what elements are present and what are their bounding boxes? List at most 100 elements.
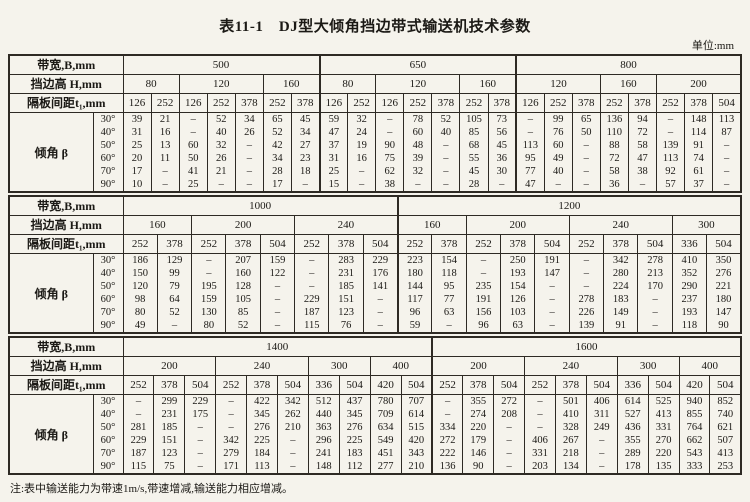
capacity-cell: 95 xyxy=(515,152,545,165)
spacing-value: 252 xyxy=(150,93,180,113)
bandwidth-value: 1400 xyxy=(122,336,433,357)
capacity-cell: 267 xyxy=(554,434,587,447)
capacity-cell: – xyxy=(362,293,399,306)
spacing-value: 504 xyxy=(259,234,296,254)
capacity-cell: 21 xyxy=(150,112,180,126)
spacing-value: 420 xyxy=(369,375,402,395)
capacity-cell: 72 xyxy=(627,126,657,139)
capacity-cell: 179 xyxy=(462,434,495,447)
capacity-cell: – xyxy=(362,306,399,319)
spacing-value: 252 xyxy=(294,234,330,254)
capacity-cell: 60 xyxy=(543,139,573,152)
capacity-cell: – xyxy=(712,152,742,165)
capacity-cell: – xyxy=(524,394,556,408)
capacity-cell: – xyxy=(571,152,601,165)
capacity-cell: 105 xyxy=(459,112,489,126)
capacity-cell: – xyxy=(568,267,605,280)
edge-height-value: 200 xyxy=(122,356,217,376)
edge-height-value: 160 xyxy=(459,74,517,94)
capacity-cell: – xyxy=(294,267,330,280)
capacity-cell: – xyxy=(534,293,570,306)
spacing-value: 252 xyxy=(122,375,155,395)
capacity-cell: 136 xyxy=(430,460,464,474)
row-label-edge-height: 挡边高 H,mm xyxy=(8,356,124,376)
capacity-cell: 36 xyxy=(599,178,629,192)
capacity-cell: 249 xyxy=(585,421,618,434)
angle-label: 70° xyxy=(92,306,124,319)
spacing-value: 504 xyxy=(647,375,680,395)
capacity-cell: 17 xyxy=(262,178,292,192)
capacity-cell: 52 xyxy=(262,126,292,139)
row-label-bandwidth: 带宽,B,mm xyxy=(8,336,124,357)
capacity-cell: 352 xyxy=(671,267,708,280)
capacity-cell: 65 xyxy=(571,112,601,126)
capacity-cell: 52 xyxy=(156,306,193,319)
bandwidth-value: 1600 xyxy=(430,336,742,357)
capacity-cell: 283 xyxy=(328,253,364,267)
capacity-cell: – xyxy=(493,421,526,434)
capacity-cell: 113 xyxy=(712,112,742,126)
capacity-cell: 413 xyxy=(709,447,742,460)
capacity-cell: 134 xyxy=(554,460,587,474)
angle-label: 40° xyxy=(92,267,124,280)
capacity-cell: 208 xyxy=(493,408,526,421)
capacity-cell: 406 xyxy=(524,434,556,447)
capacity-cell: – xyxy=(571,178,601,192)
capacity-cell: 139 xyxy=(655,139,686,152)
row-label-spacing: 隔板间距t₁,mm xyxy=(8,93,124,113)
capacity-cell: 187 xyxy=(294,306,330,319)
capacity-cell: 59 xyxy=(318,112,349,126)
capacity-cell: 117 xyxy=(396,293,433,306)
capacity-cell: 28 xyxy=(262,165,292,178)
angle-label: 60° xyxy=(92,293,124,306)
capacity-cell: 276 xyxy=(246,421,278,434)
capacity-cell: – xyxy=(524,408,556,421)
capacity-cell: 110 xyxy=(599,126,629,139)
capacity-cell: 95 xyxy=(431,280,467,293)
capacity-cell: – xyxy=(712,139,742,152)
capacity-cell: – xyxy=(178,126,208,139)
spacing-value: 336 xyxy=(616,375,649,395)
spacing-value: 504 xyxy=(709,375,742,395)
capacity-cell: 75 xyxy=(375,152,405,165)
capacity-cell: 38 xyxy=(375,178,405,192)
edge-height-value: 160 xyxy=(396,215,467,235)
capacity-cell: 31 xyxy=(122,126,152,139)
capacity-cell: 79 xyxy=(156,280,193,293)
edge-height-value: 160 xyxy=(262,74,321,94)
capacity-cell: 331 xyxy=(647,421,680,434)
capacity-cell: 34 xyxy=(290,126,321,139)
capacity-cell: 52 xyxy=(206,112,236,126)
capacity-cell: 99 xyxy=(156,267,193,280)
capacity-cell: 41 xyxy=(178,165,208,178)
table-footnote: 注:表中输送能力为带速1m/s,带速增减,输送能力相应增减。 xyxy=(10,483,293,495)
spacing-value: 420 xyxy=(678,375,711,395)
capacity-cell: – xyxy=(122,394,155,408)
capacity-cell: 113 xyxy=(655,152,686,165)
capacity-cell: – xyxy=(234,178,264,192)
capacity-cell: 193 xyxy=(671,306,708,319)
edge-height-value: 240 xyxy=(568,215,673,235)
spacing-value: 126 xyxy=(318,93,349,113)
capacity-cell: – xyxy=(375,112,405,126)
capacity-cell: 229 xyxy=(122,434,155,447)
capacity-cell: – xyxy=(191,253,227,267)
capacity-cell: 147 xyxy=(706,306,742,319)
capacity-cell: 32 xyxy=(403,165,433,178)
capacity-cell: 343 xyxy=(400,447,433,460)
spacing-value: 252 xyxy=(215,375,248,395)
spacing-value: 378 xyxy=(487,93,517,113)
capacity-cell: – xyxy=(585,447,618,460)
edge-height-value: 400 xyxy=(678,356,742,376)
capacity-cell: 183 xyxy=(603,293,639,306)
capacity-cell: 281 xyxy=(122,421,155,434)
capacity-cell: – xyxy=(403,178,433,192)
capacity-cell: 279 xyxy=(215,447,248,460)
capacity-cell: 410 xyxy=(671,253,708,267)
capacity-cell: – xyxy=(712,178,742,192)
capacity-cell: 614 xyxy=(616,394,649,408)
capacity-cell: 262 xyxy=(276,408,309,421)
capacity-cell: 130 xyxy=(191,306,227,319)
capacity-cell: 28 xyxy=(459,178,489,192)
capacity-cell: 11 xyxy=(150,152,180,165)
